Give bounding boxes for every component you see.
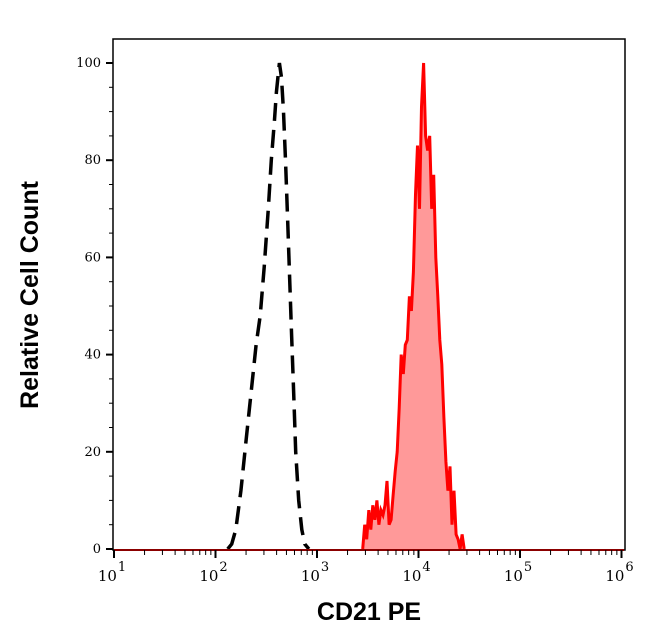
x-tick-label: 102 (199, 560, 227, 585)
series-layer (226, 62, 466, 551)
x-tick-label: 105 (504, 560, 532, 585)
x-tick-label: 103 (301, 560, 329, 585)
isotype-control-dashed-line (226, 62, 311, 551)
x-tick-label: 101 (98, 560, 126, 585)
y-tick-label: 0 (93, 542, 101, 557)
x-tick-label: 106 (605, 560, 633, 585)
x-axis-title: CD21 PE (317, 598, 421, 626)
plot-area (112, 38, 626, 551)
y-axis: 0 20 40 60 80 100 (76, 56, 113, 557)
y-tick-label: 100 (76, 56, 101, 71)
x-axis: 101 102 103 104 105 106 (98, 550, 634, 585)
y-axis-title: Relative Cell Count (16, 180, 44, 408)
y-tick-label: 80 (84, 153, 101, 168)
y-tick-label: 20 (84, 445, 101, 460)
y-tick-label: 60 (84, 250, 101, 265)
cd21-histogram-line (361, 62, 466, 550)
cd21-histogram-fill (362, 63, 465, 549)
x-tick-label: 104 (402, 560, 430, 585)
y-tick-label: 40 (84, 348, 101, 363)
